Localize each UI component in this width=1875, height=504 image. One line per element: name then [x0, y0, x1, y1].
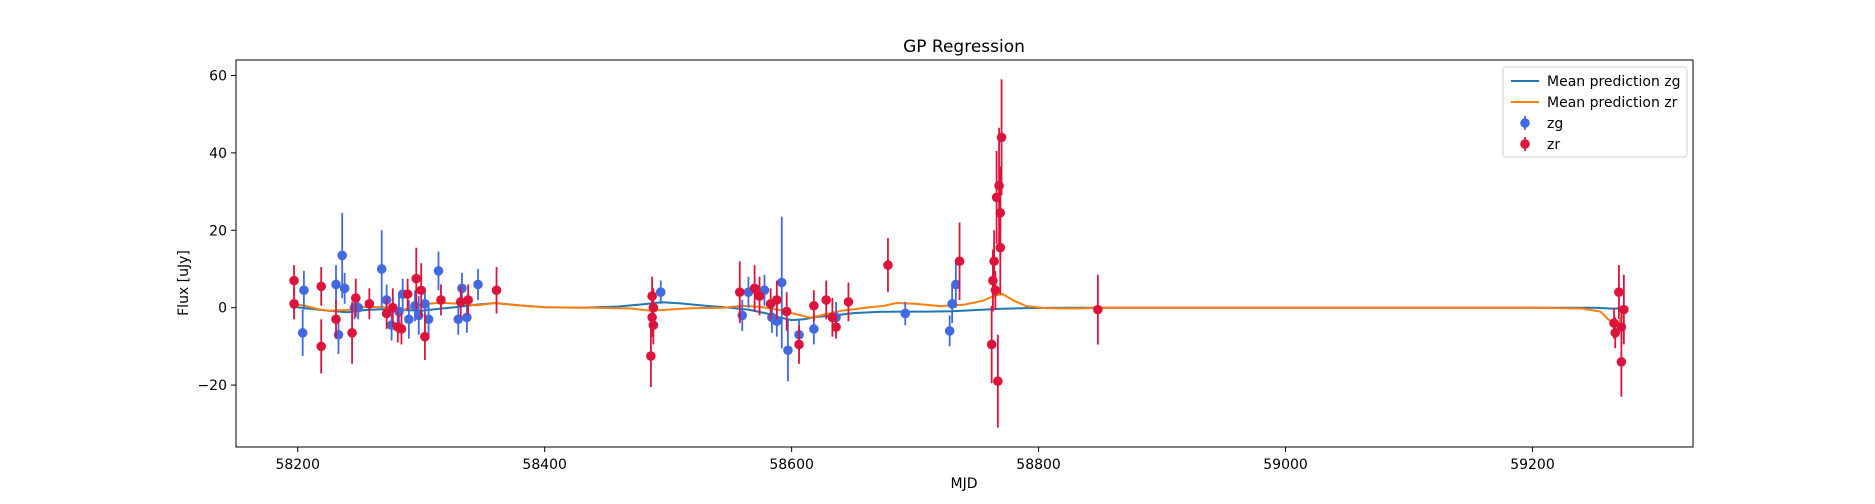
zr-point-18 [463, 295, 473, 305]
zr-point-17 [455, 297, 466, 307]
zr-point-52 [1614, 287, 1624, 298]
zg-point-17 [423, 314, 434, 325]
zg-point-30 [783, 345, 793, 356]
zr-point-27 [754, 291, 765, 301]
zg-point-28 [772, 316, 782, 327]
zg-point-21 [462, 312, 472, 323]
plot-marks [289, 79, 1629, 428]
axes-frame [235, 59, 1694, 448]
zg-point-13 [404, 314, 414, 325]
zg-point-16 [420, 299, 430, 309]
x-tick-label-4: 59000 [1263, 457, 1308, 473]
zr-point-49 [1093, 304, 1103, 315]
zg-point-37 [951, 279, 961, 290]
zr-point-24 [648, 320, 659, 330]
zg-point-29 [776, 277, 787, 288]
y-tick-label-2: 20 [209, 223, 227, 239]
zg-point-32 [809, 324, 819, 334]
legend-box [1502, 66, 1688, 158]
zr-point-2 [316, 341, 326, 352]
y-axis-label: Flux [uJy] [176, 250, 192, 316]
zg-point-35 [944, 326, 955, 336]
zr-point-22 [647, 312, 657, 323]
zr-point-42 [990, 285, 1001, 296]
x-tick-label-0: 58200 [275, 457, 320, 473]
zg-point-0 [297, 328, 308, 338]
legend-swatch-zg [1520, 118, 1530, 128]
zr-point-21 [647, 291, 657, 301]
zg-point-34 [900, 308, 911, 319]
x-tick-label-3: 58800 [1016, 457, 1061, 473]
zr-point-1 [289, 299, 299, 309]
zr-point-9 [388, 302, 398, 313]
zr-point-50 [1609, 318, 1619, 328]
zr-point-51 [1610, 328, 1621, 338]
mean-prediction-zr-line [293, 293, 1625, 327]
zg-point-1 [299, 285, 309, 296]
zr-point-0 [289, 275, 299, 286]
legend-swatch-zr [1520, 139, 1530, 149]
zg-point-20 [457, 283, 467, 294]
zr-point-31 [794, 339, 804, 350]
zr-point-47 [995, 242, 1006, 253]
zg-point-18 [433, 266, 444, 276]
zr-point-13 [411, 273, 422, 284]
y-tick-label-4: 60 [209, 68, 227, 84]
zr-point-16 [436, 295, 446, 305]
zr-point-53 [1616, 357, 1627, 367]
zr-point-44 [993, 376, 1003, 387]
zr-point-55 [1619, 304, 1629, 315]
zr-point-25 [734, 287, 745, 298]
zg-point-23 [655, 287, 666, 298]
zr-point-6 [350, 293, 361, 303]
zr-point-41 [989, 256, 999, 267]
zr-point-34 [827, 312, 838, 323]
zr-point-11 [396, 324, 407, 334]
zr-point-8 [381, 308, 392, 319]
zr-point-39 [986, 339, 997, 350]
zr-point-36 [843, 297, 854, 307]
x-tick-label-2: 58600 [769, 457, 814, 473]
zr-point-32 [809, 300, 819, 311]
zg-point-14 [410, 300, 420, 311]
zr-point-4 [331, 314, 341, 325]
zr-point-19 [491, 285, 502, 296]
legend-label-zg: zg [1547, 116, 1563, 132]
zr-point-30 [781, 306, 792, 317]
zg-point-4 [337, 250, 347, 261]
zg-point-8 [376, 264, 387, 274]
legend-label-mean-prediction-zr: Mean prediction zr [1547, 95, 1678, 111]
zr-point-35 [831, 322, 841, 332]
zg-point-36 [947, 299, 957, 309]
plot-area: 58200 58400 58600 58800 59000 59200 −20 0 20 40 60 [197, 59, 1694, 473]
zr-point-37 [883, 260, 893, 270]
zr-point-29 [772, 295, 782, 305]
zr-point-7 [364, 299, 375, 309]
legend-label-zr: zr [1547, 137, 1560, 153]
zg-point-22 [473, 279, 483, 290]
legend: Mean prediction zg Mean prediction zr zg zr [1502, 66, 1688, 158]
zr-point-14 [416, 285, 427, 296]
zg-point-2 [331, 279, 341, 290]
chart-title: GP Regression [903, 37, 1025, 57]
x-axis-label: MJD [951, 476, 978, 492]
zr-point-3 [316, 281, 326, 292]
zr-point-20 [646, 351, 656, 361]
y-tick-label-3: 40 [209, 146, 227, 162]
zr-point-12 [402, 289, 413, 299]
zr-point-38 [954, 256, 965, 267]
x-tick-label-1: 58400 [522, 457, 567, 473]
legend-label-mean-prediction-zg: Mean prediction zg [1547, 74, 1681, 90]
zr-point-26 [749, 283, 760, 294]
y-tick-label-0: −20 [197, 378, 227, 394]
y-tick-label-1: 0 [218, 301, 227, 317]
zg-point-5 [339, 283, 350, 294]
x-tick-label-5: 59200 [1510, 457, 1555, 473]
zr-point-33 [821, 295, 832, 305]
zr-point-5 [347, 328, 357, 338]
zr-point-48 [996, 132, 1007, 143]
zr-point-15 [420, 331, 430, 342]
